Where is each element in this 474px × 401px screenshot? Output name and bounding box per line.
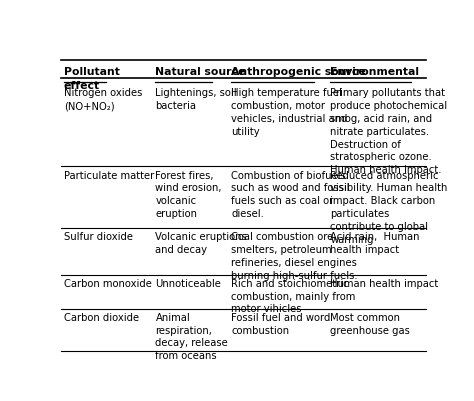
Text: Animal
respiration,
decay, release
from oceans: Animal respiration, decay, release from … bbox=[155, 312, 228, 360]
Text: Environmental: Environmental bbox=[330, 67, 419, 77]
Text: Coal combustion ore
smelters, petroleum
refineries, diesel engines
burning high-: Coal combustion ore smelters, petroleum … bbox=[231, 232, 358, 280]
Text: Reduced atmospheric
visibility. Human health
impact. Black carbon
particulates
c: Reduced atmospheric visibility. Human he… bbox=[330, 170, 448, 244]
Text: Most common
greenhouse gas: Most common greenhouse gas bbox=[330, 312, 410, 335]
Text: Natural source: Natural source bbox=[155, 67, 246, 77]
Text: Sulfur dioxide: Sulfur dioxide bbox=[64, 232, 133, 242]
Text: Anthropogenic source: Anthropogenic source bbox=[231, 67, 366, 77]
Text: Lightenings, soil
bacteria: Lightenings, soil bacteria bbox=[155, 88, 237, 111]
Text: Rich and stoichiometric
combustion, mainly from
motor vihicles: Rich and stoichiometric combustion, main… bbox=[231, 278, 356, 314]
Text: High temperature fuel
combustion, motor
vehicles, industrial and
utility: High temperature fuel combustion, motor … bbox=[231, 88, 347, 136]
Text: Carbon monoxide: Carbon monoxide bbox=[64, 278, 152, 288]
Text: Carbon dioxide: Carbon dioxide bbox=[64, 312, 139, 322]
Text: Fossil fuel and word
combustion: Fossil fuel and word combustion bbox=[231, 312, 330, 335]
Text: Primary pollutants that
produce photochemical
smog, acid rain, and
nitrate parti: Primary pollutants that produce photoche… bbox=[330, 88, 447, 175]
Text: Combustion of biofuels
such as wood and fossil
fuels such as coal or
diesel.: Combustion of biofuels such as wood and … bbox=[231, 170, 350, 219]
Text: Human health impact: Human health impact bbox=[330, 278, 438, 288]
Text: Nitrogen oxides
(NO+NO₂): Nitrogen oxides (NO+NO₂) bbox=[64, 88, 142, 111]
Text: Unnoticeable: Unnoticeable bbox=[155, 278, 221, 288]
Text: effect: effect bbox=[64, 81, 100, 91]
Text: Volcanic eruptions
and decay: Volcanic eruptions and decay bbox=[155, 232, 247, 255]
Text: Pollutant: Pollutant bbox=[64, 67, 119, 77]
Text: Particulate matter: Particulate matter bbox=[64, 170, 154, 180]
Text: Acid rain,  Human
health impact: Acid rain, Human health impact bbox=[330, 232, 420, 255]
Text: Forest fires,
wind erosion,
volcanic
eruption: Forest fires, wind erosion, volcanic eru… bbox=[155, 170, 222, 219]
